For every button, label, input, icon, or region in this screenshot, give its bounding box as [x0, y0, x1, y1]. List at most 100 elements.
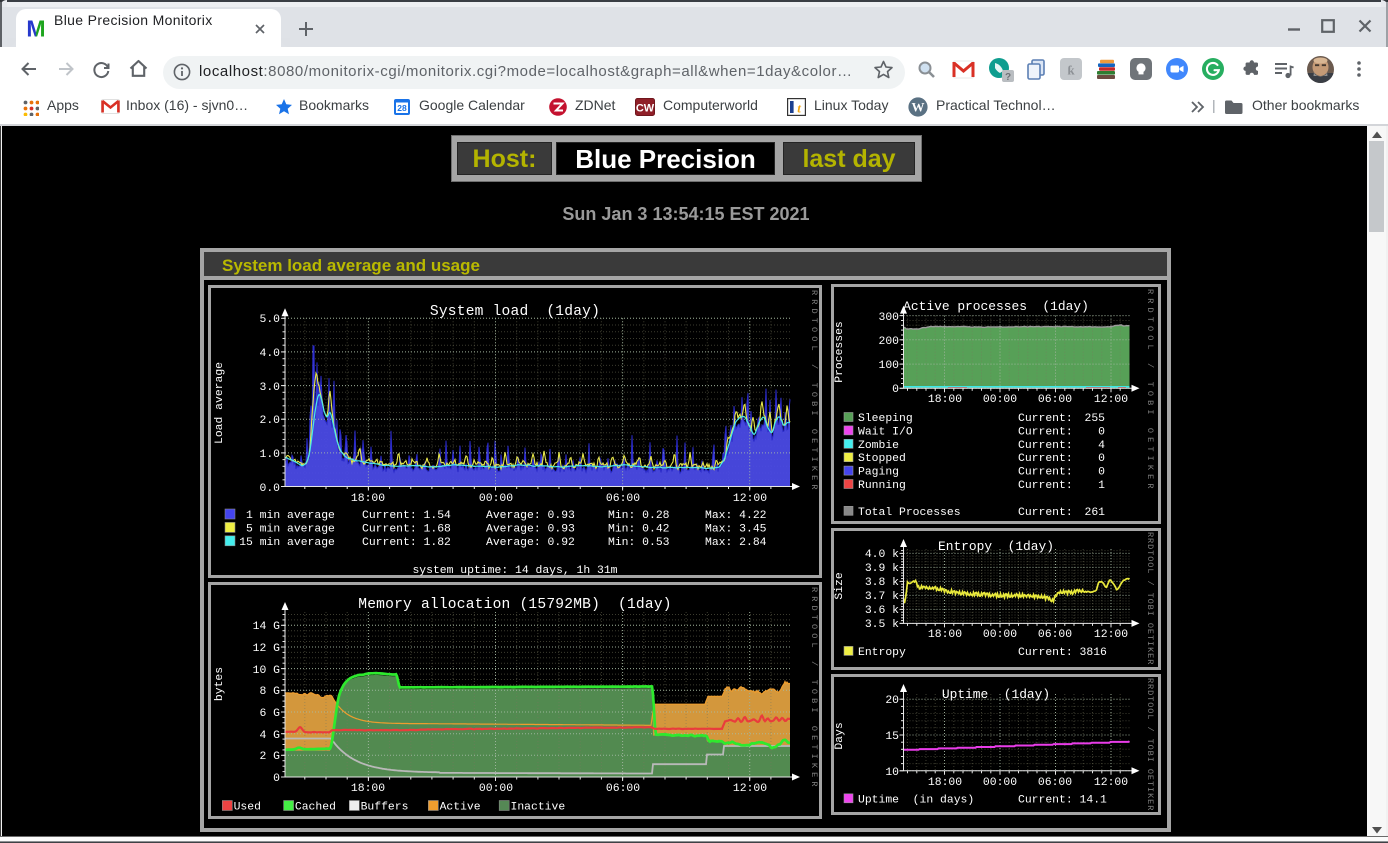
- svg-text:0.0: 0.0: [259, 483, 280, 495]
- svg-text:18:00: 18:00: [928, 629, 962, 641]
- svg-text:0: 0: [273, 773, 280, 785]
- svg-text:CW: CW: [636, 103, 655, 115]
- svg-text:18:00: 18:00: [351, 783, 385, 795]
- svg-text:Memory allocation (15792MB) (: Memory allocation (15792MB) (1day): [358, 597, 672, 613]
- svg-text:06:00: 06:00: [1038, 629, 1072, 641]
- svg-text:4.0 k: 4.0 k: [865, 549, 899, 561]
- svg-text:Current:: Current:: [1018, 453, 1073, 465]
- svg-text:18:00: 18:00: [928, 777, 962, 789]
- svg-text:ƙ: ƙ: [1067, 63, 1075, 78]
- svg-text:255: 255: [1084, 413, 1105, 425]
- svg-text:8 G: 8 G: [259, 686, 280, 698]
- svg-text:Current:: Current:: [1018, 480, 1073, 492]
- svg-text:Stopped: Stopped: [858, 453, 906, 465]
- svg-text:3.8 k: 3.8 k: [865, 577, 899, 589]
- svg-text:RRDTOOL / TOBI OETIKER: RRDTOOL / TOBI OETIKER: [1145, 532, 1155, 665]
- svg-text:2 G: 2 G: [259, 751, 280, 763]
- svg-text:Current: 1.82: Current: 1.82: [362, 537, 451, 549]
- svg-text:Min: 0.42: Min: 0.42: [608, 523, 670, 535]
- svg-text:Inactive: Inactive: [511, 802, 566, 814]
- svg-text:0: 0: [1098, 426, 1105, 438]
- svg-text:00:00: 00:00: [983, 394, 1017, 406]
- svg-text:Average: 0.93: Average: 0.93: [486, 510, 575, 522]
- svg-text:28: 28: [397, 103, 407, 113]
- svg-text:Sleeping: Sleeping: [858, 413, 913, 425]
- svg-text:00:00: 00:00: [479, 493, 513, 505]
- svg-text:12:00: 12:00: [1094, 629, 1128, 641]
- svg-text:12:00: 12:00: [1094, 777, 1128, 789]
- svg-text:Max: 2.84: Max: 2.84: [705, 537, 767, 549]
- svg-text:Uptime (in days): Uptime (in days): [858, 794, 974, 806]
- svg-text:6 G: 6 G: [259, 708, 280, 720]
- svg-text:5 min average: 5 min average: [246, 523, 335, 535]
- svg-text:Current:: Current:: [1018, 413, 1073, 425]
- svg-text:Processes: Processes: [834, 321, 846, 383]
- svg-text:3.6 k: 3.6 k: [865, 605, 899, 617]
- svg-text:Entropy: Entropy: [858, 647, 906, 659]
- svg-text:00:00: 00:00: [983, 777, 1017, 789]
- svg-text:06:00: 06:00: [1038, 394, 1072, 406]
- svg-text:14 G: 14 G: [253, 621, 281, 633]
- svg-text:Size: Size: [834, 572, 846, 600]
- svg-text:06:00: 06:00: [1038, 777, 1072, 789]
- svg-text:Active processes (1day): Active processes (1day): [903, 299, 1089, 314]
- svg-text:06:00: 06:00: [606, 493, 640, 505]
- svg-text:Running: Running: [858, 480, 906, 492]
- svg-text:Current:: Current:: [1018, 507, 1073, 519]
- svg-text:2.0: 2.0: [259, 415, 280, 427]
- svg-text:3.0: 3.0: [259, 382, 280, 394]
- svg-text:3.9 k: 3.9 k: [865, 563, 899, 575]
- svg-text:RRDTOOL / TOBI OETIKER: RRDTOOL / TOBI OETIKER: [1145, 289, 1155, 493]
- svg-text:Max: 3.45: Max: 3.45: [705, 523, 767, 535]
- svg-text:Days: Days: [834, 722, 846, 749]
- svg-text:Min: 0.28: Min: 0.28: [608, 510, 670, 522]
- svg-text:00:00: 00:00: [983, 629, 1017, 641]
- svg-text:Current:: Current:: [1018, 467, 1073, 479]
- svg-text:12:00: 12:00: [733, 493, 767, 505]
- svg-text:100: 100: [878, 360, 899, 372]
- svg-text:5.0: 5.0: [259, 314, 280, 326]
- svg-text:Used: Used: [234, 802, 261, 814]
- svg-text:?: ?: [1005, 72, 1011, 83]
- svg-text:Buffers: Buffers: [361, 802, 409, 814]
- svg-text:261: 261: [1084, 507, 1105, 519]
- svg-text:3.7 k: 3.7 k: [865, 591, 899, 603]
- svg-text:18:00: 18:00: [351, 493, 385, 505]
- svg-text:Current: 1.54: Current: 1.54: [362, 510, 451, 522]
- svg-text:Uptime (1day): Uptime (1day): [942, 687, 1050, 702]
- svg-text:Paging: Paging: [858, 467, 899, 479]
- svg-text:4 G: 4 G: [259, 730, 280, 742]
- svg-text:Current: 1.68: Current: 1.68: [362, 523, 451, 535]
- svg-text:0: 0: [1098, 467, 1105, 479]
- svg-text:1 min average: 1 min average: [246, 510, 335, 522]
- svg-text:Current:: Current:: [1018, 426, 1073, 438]
- svg-text:15: 15: [885, 731, 899, 743]
- svg-text:Entropy (1day): Entropy (1day): [938, 539, 1054, 554]
- svg-text:10: 10: [885, 767, 899, 779]
- svg-text:RRDTOOL / TOBI OETIKER: RRDTOOL / TOBI OETIKER: [809, 587, 819, 791]
- svg-text:Cached: Cached: [295, 802, 336, 814]
- svg-text:15 min average: 15 min average: [239, 537, 335, 549]
- svg-text:Min: 0.53: Min: 0.53: [608, 537, 670, 549]
- svg-text:06:00: 06:00: [606, 783, 640, 795]
- svg-text:RRDTOOL / TOBI OETIKER: RRDTOOL / TOBI OETIKER: [1145, 678, 1155, 811]
- svg-text:18:00: 18:00: [928, 394, 962, 406]
- svg-text:0: 0: [1098, 453, 1105, 465]
- svg-text:1.0: 1.0: [259, 449, 280, 461]
- svg-text:10 G: 10 G: [253, 665, 281, 677]
- svg-text:Current: 14.1: Current: 14.1: [1018, 794, 1107, 806]
- svg-text:4: 4: [1098, 440, 1105, 452]
- svg-text:12:00: 12:00: [733, 783, 767, 795]
- svg-text:Max: 4.22: Max: 4.22: [705, 510, 767, 522]
- svg-text:Average: 0.93: Average: 0.93: [486, 523, 575, 535]
- svg-text:4.0: 4.0: [259, 348, 280, 360]
- svg-text:bytes: bytes: [214, 667, 226, 701]
- svg-text:1: 1: [1098, 480, 1105, 492]
- svg-text:RRDTOOL / TOBI OETIKER: RRDTOOL / TOBI OETIKER: [809, 290, 819, 494]
- svg-text:Current: 3816: Current: 3816: [1018, 647, 1107, 659]
- svg-text:System load (1day): System load (1day): [430, 304, 600, 320]
- svg-text:Active: Active: [440, 802, 481, 814]
- svg-text:Total Processes: Total Processes: [858, 507, 961, 519]
- svg-text:12:00: 12:00: [1094, 394, 1128, 406]
- svg-text:00:00: 00:00: [479, 783, 513, 795]
